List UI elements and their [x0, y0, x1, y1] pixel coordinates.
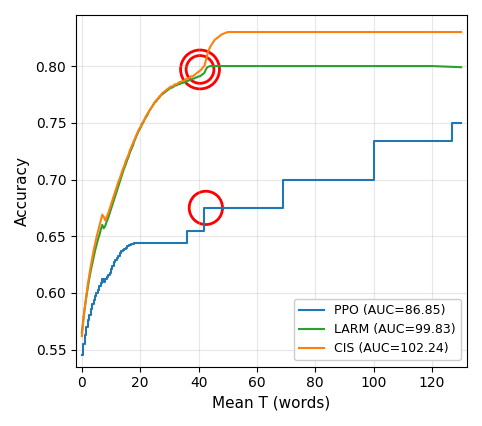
PPO (AUC=86.85): [92, 294, 98, 299]
CIS (AUC=102.24): [150, 102, 156, 107]
Line: LARM (AUC=99.83): LARM (AUC=99.83): [82, 66, 461, 333]
LARM (AUC=99.83): [207, 63, 213, 69]
CIS (AUC=102.24): [429, 29, 435, 35]
Y-axis label: Accuracy: Accuracy: [15, 156, 30, 226]
LARM (AUC=99.83): [458, 65, 464, 70]
PPO (AUC=86.85): [152, 241, 158, 246]
Legend: PPO (AUC=86.85), LARM (AUC=99.83), CIS (AUC=102.24): PPO (AUC=86.85), LARM (AUC=99.83), CIS (…: [294, 299, 461, 360]
CIS (AUC=102.24): [102, 218, 108, 223]
Line: PPO (AUC=86.85): PPO (AUC=86.85): [82, 123, 461, 355]
LARM (AUC=99.83): [166, 86, 172, 91]
CIS (AUC=102.24): [225, 29, 231, 35]
Line: CIS (AUC=102.24): CIS (AUC=102.24): [82, 32, 461, 336]
X-axis label: Mean T (words): Mean T (words): [213, 396, 331, 411]
LARM (AUC=99.83): [186, 78, 191, 83]
CIS (AUC=102.24): [201, 63, 207, 69]
PPO (AUC=86.85): [458, 120, 464, 125]
CIS (AUC=102.24): [94, 235, 99, 240]
PPO (AUC=86.85): [85, 318, 91, 323]
CIS (AUC=102.24): [212, 37, 217, 43]
LARM (AUC=99.83): [86, 277, 92, 282]
CIS (AUC=102.24): [458, 29, 464, 35]
PPO (AUC=86.85): [312, 177, 318, 182]
CIS (AUC=102.24): [79, 334, 85, 339]
LARM (AUC=99.83): [145, 112, 150, 118]
LARM (AUC=99.83): [89, 262, 95, 267]
PPO (AUC=86.85): [268, 205, 274, 210]
PPO (AUC=86.85): [450, 120, 455, 125]
PPO (AUC=86.85): [79, 353, 85, 358]
LARM (AUC=99.83): [79, 330, 85, 335]
PPO (AUC=86.85): [82, 332, 88, 337]
LARM (AUC=99.83): [156, 95, 162, 101]
